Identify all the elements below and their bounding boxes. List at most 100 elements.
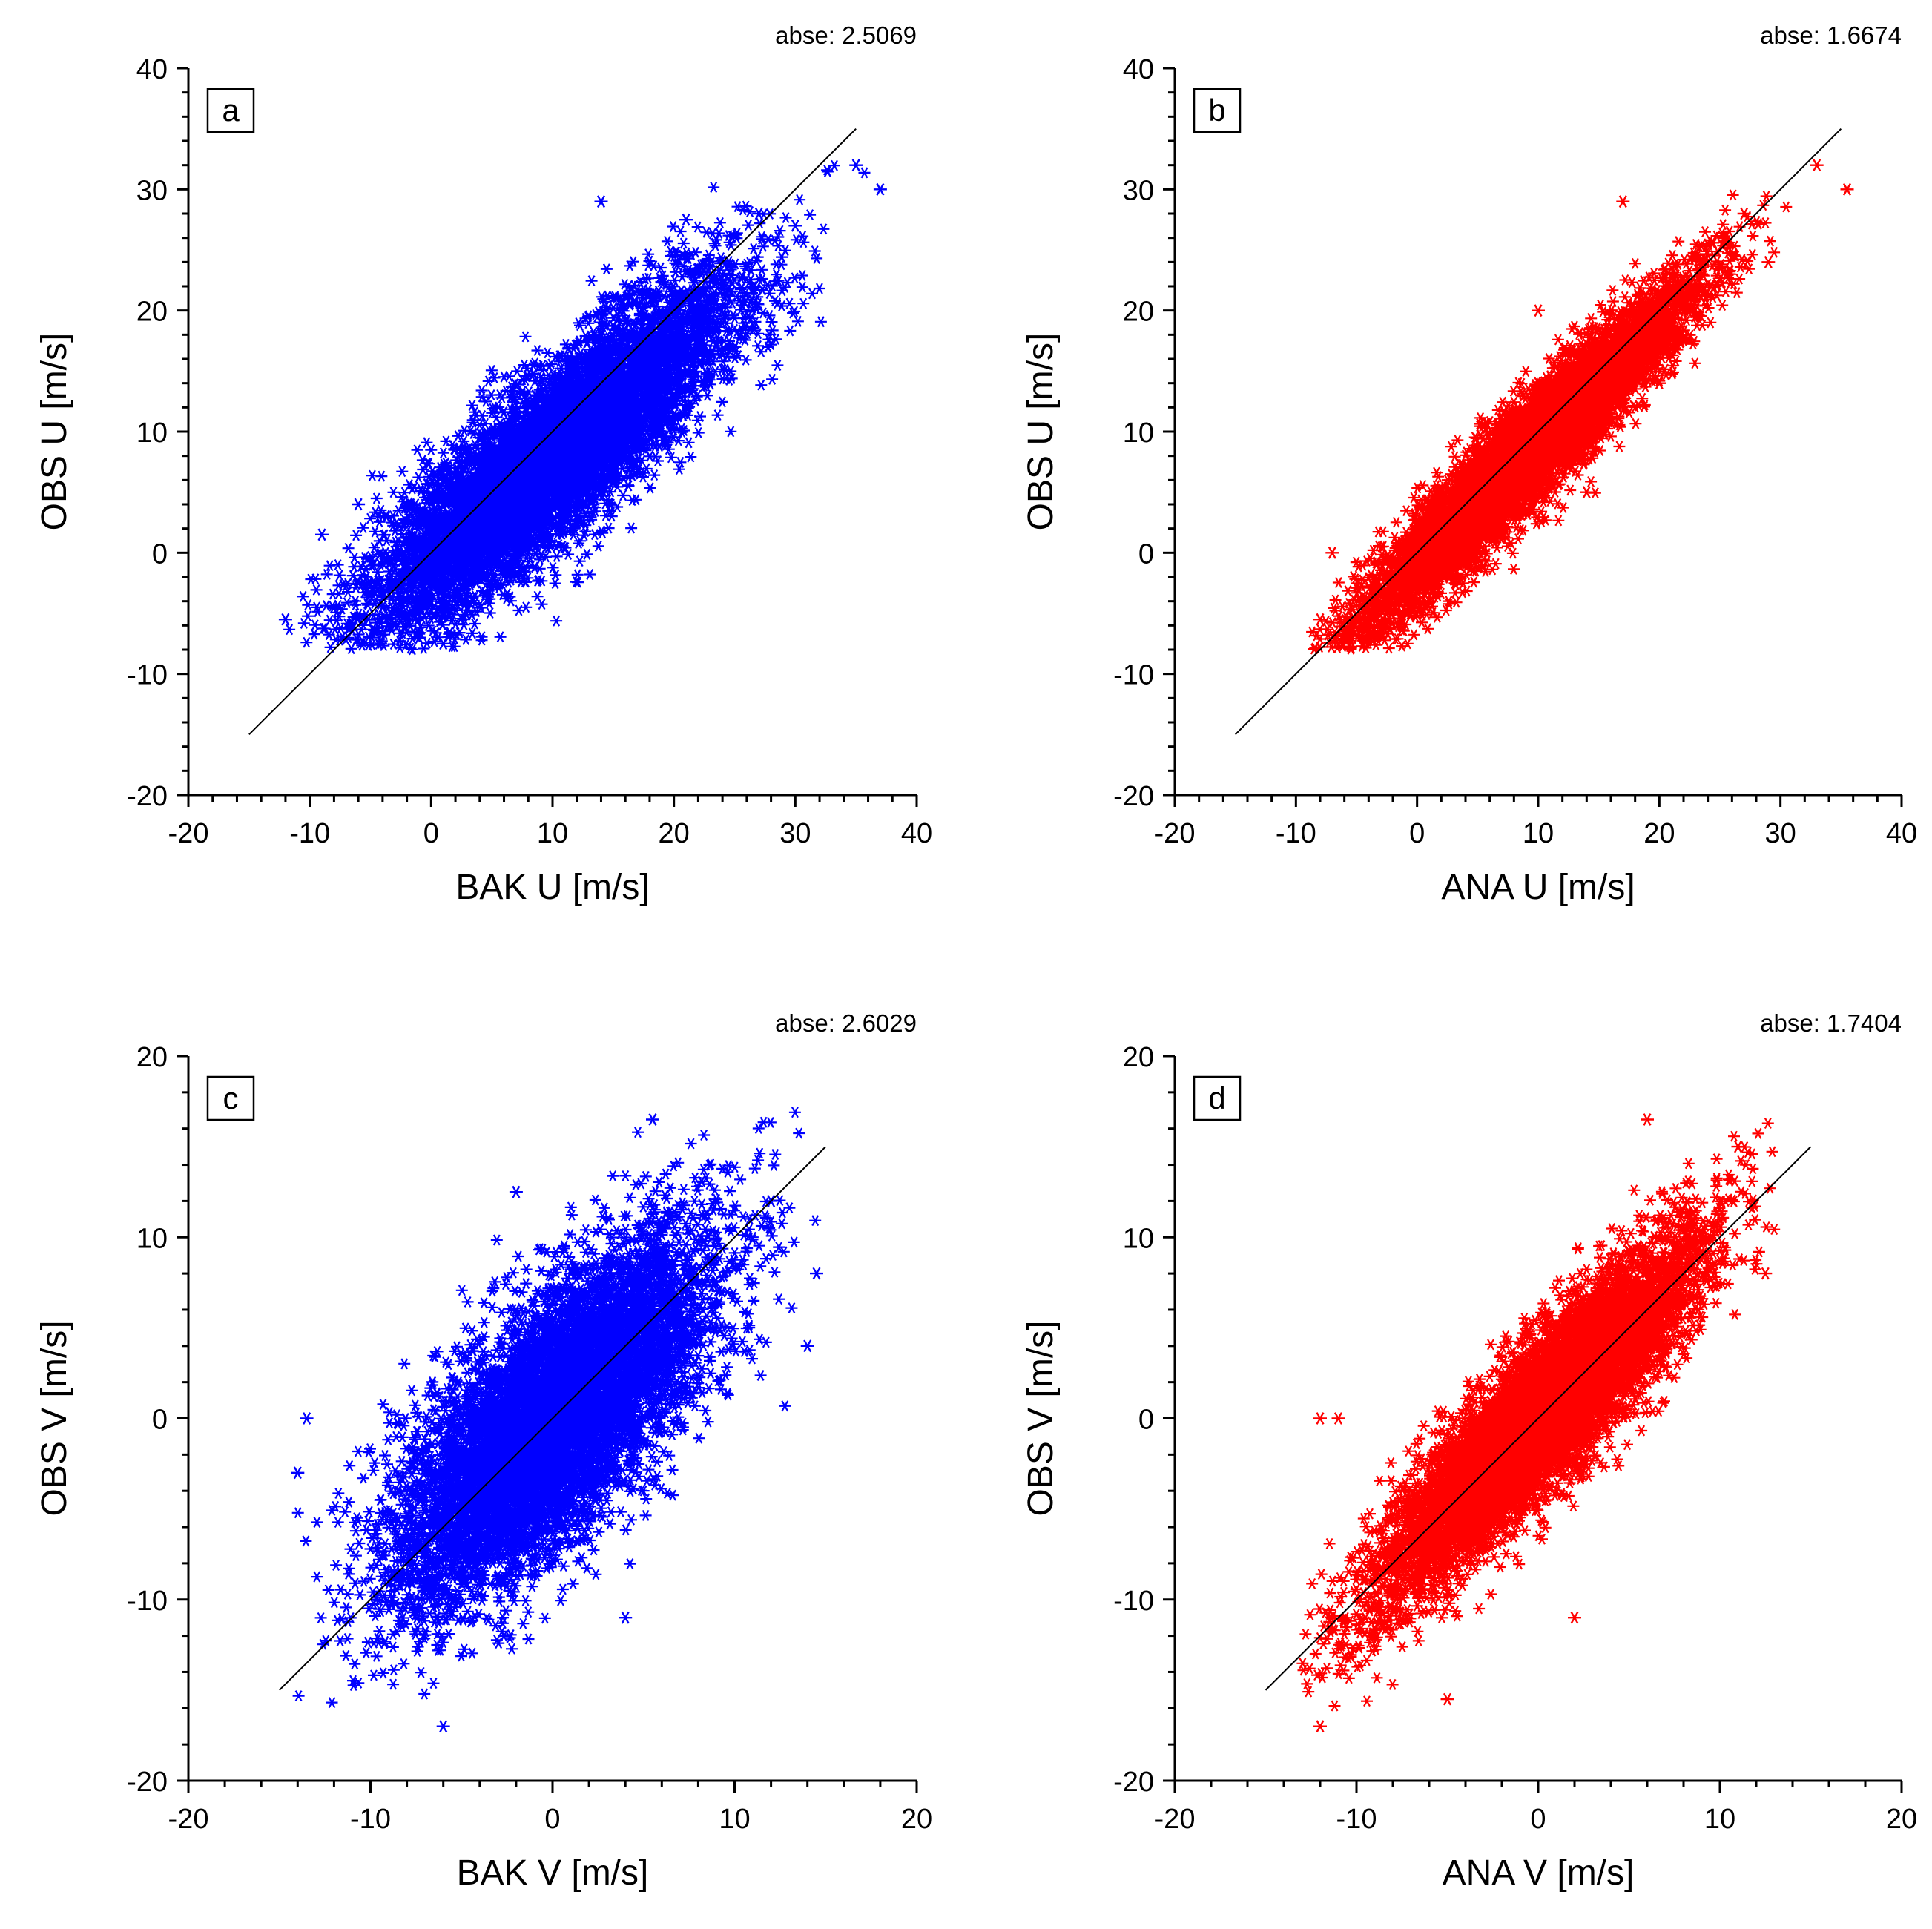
- scatter-point-c-0: [646, 1113, 659, 1126]
- scatter-point-a-1: [873, 182, 887, 196]
- scatter-point-b-8: [1652, 377, 1666, 390]
- panel-letter-a: a: [222, 93, 240, 128]
- panel-letter-box-b: [1193, 88, 1242, 133]
- abse-annotation-d: abse: 1.7404: [1760, 1009, 1902, 1037]
- scatter-point-b-9: [1580, 486, 1594, 499]
- x-tick-label-b: -20: [1155, 818, 1196, 849]
- y-tick-label-c: -20: [127, 1767, 168, 1798]
- y-tick-label-b: -10: [1113, 660, 1154, 691]
- y-axis-title-d: OBS V [m/s]: [1021, 1320, 1061, 1516]
- reference-line-d: [1265, 1146, 1812, 1691]
- x-tick-label-c: -10: [350, 1804, 391, 1835]
- y-tick-label-b: 0: [1138, 538, 1154, 570]
- x-tick-label-a: 0: [423, 818, 439, 849]
- x-tick-label-d: 10: [1704, 1804, 1735, 1835]
- y-tick-label-b: 30: [1123, 175, 1154, 206]
- panel-letter-box-a: [206, 88, 255, 133]
- x-axis-title-b: ANA U [m/s]: [1441, 868, 1635, 907]
- y-axis-title-b: OBS U [m/s]: [1021, 333, 1061, 531]
- scatter-point-a-6: [278, 613, 292, 626]
- scatter-cloud-a: [283, 159, 871, 656]
- scatter-point-d-6: [1568, 1611, 1581, 1624]
- scatter-point-d-5: [1731, 1140, 1745, 1153]
- scatter-point-d-0: [1313, 1412, 1327, 1425]
- x-tick-label-a: 40: [901, 818, 932, 849]
- y-tick-label-c: 20: [136, 1042, 168, 1073]
- y-tick-label-a: -20: [127, 781, 168, 812]
- scatter-point-c-8: [800, 1339, 814, 1353]
- y-tick-label-a: 30: [136, 175, 168, 206]
- scatter-point-d-4: [1758, 1267, 1773, 1280]
- x-tick-label-b: 10: [1523, 818, 1554, 849]
- scatter-point-a-7: [315, 528, 329, 541]
- abse-annotation-c: abse: 2.6029: [775, 1009, 917, 1037]
- scatter-point-c-5: [810, 1267, 823, 1280]
- y-tick-label-d: 20: [1123, 1042, 1154, 1073]
- scatter-point-b-1: [1810, 159, 1824, 172]
- panel-a: -20-20 -10 -10 0 0 10 10 20 20 30 30 40 40 BAK U [m/s…: [35, 22, 932, 907]
- panel-letter-box-c: [206, 1075, 255, 1121]
- x-axis-title-a: BAK U [m/s]: [455, 868, 649, 907]
- scatter-point-c-4: [436, 1720, 450, 1733]
- scatter-point-b-6: [1325, 546, 1339, 559]
- scatter-point-d-2: [1313, 1720, 1327, 1733]
- scatter-point-c-3: [300, 1412, 314, 1425]
- panel-letter-c: c: [223, 1081, 239, 1115]
- x-tick-label-b: 40: [1886, 818, 1917, 849]
- scatter-cloud-d: [1296, 1118, 1781, 1712]
- scatter-point-b-3: [1761, 255, 1776, 268]
- x-tick-label-a: -10: [289, 818, 330, 849]
- scatter-point-c-2: [291, 1466, 305, 1480]
- scatter-point-b-0: [1616, 195, 1630, 208]
- x-tick-label-c: 20: [901, 1804, 932, 1835]
- scatter-point-d-3: [1641, 1113, 1654, 1126]
- reference-line-a: [248, 128, 857, 736]
- y-tick-label-d: -10: [1113, 1586, 1154, 1617]
- y-tick-label-a: 0: [152, 538, 168, 570]
- scatter-point-a-3: [752, 207, 766, 220]
- scatter-point-b-7: [1532, 304, 1545, 317]
- y-tick-label-d: -20: [1113, 1767, 1154, 1798]
- y-axis-title-c: OBS V [m/s]: [35, 1320, 74, 1516]
- scatter-point-b-4: [1737, 207, 1751, 220]
- y-tick-label-c: -10: [127, 1586, 168, 1617]
- y-tick-label-c: 10: [136, 1223, 168, 1254]
- y-tick-label-b: 40: [1123, 54, 1154, 85]
- x-tick-label-a: -20: [168, 818, 209, 849]
- x-axis-title-c: BAK V [m/s]: [457, 1853, 649, 1893]
- x-tick-label-c: -20: [168, 1804, 209, 1835]
- x-tick-label-c: 10: [719, 1804, 750, 1835]
- scatter-point-a-4: [788, 219, 802, 232]
- y-axis-title-a: OBS U [m/s]: [35, 333, 74, 531]
- panel-letter-box-d: [1193, 1075, 1242, 1121]
- abse-annotation-a: abse: 2.5069: [775, 22, 917, 49]
- scatter-point-a-0: [594, 195, 608, 208]
- x-axis-title-d: ANA V [m/s]: [1443, 1853, 1635, 1893]
- reference-line-b: [1234, 128, 1842, 736]
- y-tick-label-b: -20: [1113, 781, 1154, 812]
- reference-line-c: [279, 1146, 826, 1691]
- panel-b: -20-20 -10 -10 0 0 10 10 20 20 30 30 40 40 ANA U [m/s…: [1021, 22, 1917, 907]
- x-tick-label-d: -10: [1336, 1804, 1377, 1835]
- panel-d: -20-20 -10 -10 0 0 10 10 20 20 ANA V [m/s] OBS V […: [1021, 1009, 1917, 1893]
- y-tick-label-a: 40: [136, 54, 168, 85]
- x-tick-label-a: 20: [659, 818, 690, 849]
- scatter-point-a-2: [849, 159, 863, 172]
- y-tick-label-c: 0: [152, 1405, 168, 1436]
- y-tick-label-d: 0: [1138, 1405, 1154, 1436]
- panel-c: -20-20 -10 -10 0 0 10 10 20 20 BAK V [m/s] OBS V […: [35, 1009, 932, 1893]
- y-tick-label-d: 10: [1123, 1223, 1154, 1254]
- scatter-point-c-1: [509, 1185, 523, 1198]
- scatter-point-b-2: [1840, 182, 1854, 196]
- abse-annotation-b: abse: 1.6674: [1760, 22, 1902, 49]
- x-tick-label-d: 0: [1530, 1804, 1546, 1835]
- y-tick-label-a: -10: [127, 660, 168, 691]
- scatter-cloud-c: [291, 1107, 822, 1709]
- scatter-point-a-5: [679, 213, 693, 226]
- scatter-point-a-9: [436, 637, 450, 650]
- x-tick-label-b: 20: [1643, 818, 1675, 849]
- scatter-point-a-10: [412, 631, 426, 644]
- x-tick-label-d: -20: [1155, 1804, 1196, 1835]
- scatter-point-b-5: [1313, 613, 1327, 626]
